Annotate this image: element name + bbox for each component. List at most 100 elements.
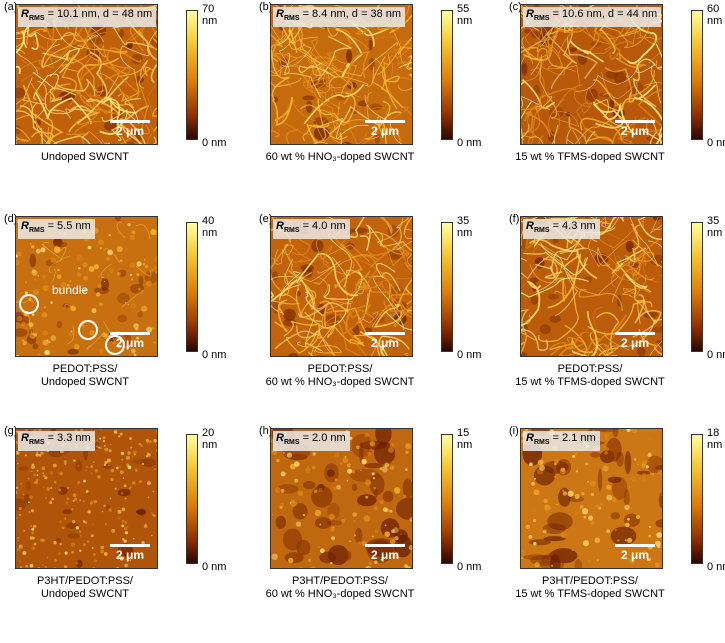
scale-bar: 2 μm [110, 120, 150, 138]
panel-label: (e) [259, 213, 273, 225]
panel-h: (h) RRMS = 2.0 nm 2 μm 15 nm 0 nm P3HT/P… [255, 424, 487, 636]
scale-bar-label: 2 μm [115, 124, 145, 138]
roughness-label: RRMS = 2.0 nm [273, 431, 350, 452]
color-scale-min: 0 nm [457, 137, 482, 149]
afm-image: RRMS = 3.3 nm 2 μm [15, 428, 158, 569]
scale-bar: 2 μm [365, 332, 405, 350]
rrms-value: = 2.1 nm [552, 432, 596, 444]
panel-label: (h) [259, 425, 273, 437]
roughness-label: RRMS = 4.0 nm [273, 219, 350, 240]
color-scale-max: 20 nm [202, 427, 218, 451]
panel-label: (b) [259, 1, 273, 13]
rrms-value: = 2.0 nm [302, 432, 346, 444]
roughness-label: RRMS = 2.1 nm [523, 431, 600, 452]
afm-image: RRMS = 10.1 nm, d = 48 nm 2 μm [15, 4, 158, 145]
panel-label: (c) [509, 1, 522, 13]
color-scale-min: 0 nm [707, 561, 725, 573]
afm-texture [271, 217, 412, 356]
scale-bar-label: 2 μm [115, 548, 145, 562]
color-scale-bar [441, 10, 453, 140]
diameter-value: , d = 38 nm [345, 8, 402, 20]
roughness-label: RRMS = 4.3 nm [523, 219, 600, 240]
diameter-value: , d = 48 nm [96, 8, 153, 20]
afm-image: RRMS = 8.4 nm, d = 38 nm 2 μm [270, 4, 413, 145]
color-scale-min: 0 nm [202, 561, 227, 573]
scale-bar-label: 2 μm [370, 124, 400, 138]
scale-bar-label: 2 μm [620, 548, 650, 562]
panel-f: (f) RRMS = 4.3 nm 2 μm 35 nm 0 nm PEDOT:… [505, 212, 725, 424]
color-scale-max: 55 nm [457, 3, 473, 27]
color-scale-min: 0 nm [457, 349, 482, 361]
scale-bar: 2 μm [110, 544, 150, 562]
panel-caption: 15 wt % TFMS-doped SWCNT [515, 151, 665, 163]
panel-caption: P3HT/PEDOT:PSS/60 wt % HNO₃-doped SWCNT [265, 575, 415, 600]
color-scale-min: 0 nm [457, 561, 482, 573]
color-scale-max: 35 nm [707, 215, 723, 239]
scale-bar-label: 2 μm [370, 336, 400, 350]
roughness-label: RRMS = 8.4 nm, d = 38 nm [273, 7, 406, 28]
scale-bar: 2 μm [110, 332, 150, 350]
scale-bar-label: 2 μm [620, 124, 650, 138]
panel-caption: PEDOT:PSS/15 wt % TFMS-doped SWCNT [515, 363, 665, 388]
bundle-circle [105, 335, 125, 355]
color-scale-bar [186, 10, 198, 140]
color-scale-min: 0 nm [202, 349, 227, 361]
roughness-label: RRMS = 10.6 nm, d = 44 nm [523, 7, 662, 28]
panel-i: (i) RRMS = 2.1 nm 2 μm 18 nm 0 nm P3HT/P… [505, 424, 725, 636]
rrms-value: = 4.0 nm [302, 220, 346, 232]
color-scale-bar [691, 10, 703, 140]
panel-label: (f) [509, 213, 520, 225]
rrms-value: = 8.4 nm [302, 8, 346, 20]
rrms-value: = 3.3 nm [47, 432, 91, 444]
color-scale-max: 15 nm [457, 427, 473, 451]
scale-bar: 2 μm [365, 544, 405, 562]
afm-texture [271, 429, 412, 568]
color-scale-bar [441, 434, 453, 564]
scale-bar-label: 2 μm [370, 548, 400, 562]
afm-image: RRMS = 2.1 nm 2 μm [520, 428, 663, 569]
scale-bar: 2 μm [615, 544, 655, 562]
color-scale-min: 0 nm [202, 137, 227, 149]
color-scale-bar [186, 434, 198, 564]
panel-label: (i) [509, 425, 519, 437]
color-scale-bar [691, 222, 703, 352]
panel-label: (d) [4, 213, 18, 225]
diameter-value: , d = 44 nm [601, 8, 658, 20]
rrms-value: = 4.3 nm [552, 220, 596, 232]
color-scale-max: 35 nm [457, 215, 473, 239]
afm-image: RRMS = 5.5 nm bundle 2 μm [15, 216, 158, 357]
panel-caption: 60 wt % HNO₃-doped SWCNT [265, 151, 415, 163]
panel-caption: PEDOT:PSS/60 wt % HNO₃-doped SWCNT [265, 363, 415, 388]
panel-label: (a) [4, 1, 18, 13]
panel-caption: P3HT/PEDOT:PSS/15 wt % TFMS-doped SWCNT [515, 575, 665, 600]
panel-caption: PEDOT:PSS/Undoped SWCNT [40, 363, 130, 388]
panel-b: (b) RRMS = 8.4 nm, d = 38 nm 2 μm 55 nm … [255, 0, 487, 212]
bundle-circle [78, 320, 98, 340]
afm-image: RRMS = 10.6 nm, d = 44 nm 2 μm [520, 4, 663, 145]
color-scale-max: 40 nm [202, 215, 218, 239]
panel-c: (c) RRMS = 10.6 nm, d = 44 nm 2 μm 60 nm… [505, 0, 725, 212]
color-scale-min: 0 nm [707, 137, 725, 149]
color-scale-max: 60 nm [707, 3, 723, 27]
afm-image: RRMS = 2.0 nm 2 μm [270, 428, 413, 569]
afm-texture [16, 429, 157, 568]
rrms-value: = 10.1 nm [47, 8, 97, 20]
panel-caption: Undoped SWCNT [40, 151, 130, 163]
scale-bar: 2 μm [615, 332, 655, 350]
panel-label: (g) [4, 425, 18, 437]
scale-bar-label: 2 μm [115, 336, 145, 350]
roughness-label: RRMS = 10.1 nm, d = 48 nm [18, 7, 157, 28]
scale-bar: 2 μm [615, 120, 655, 138]
bundle-annotation: bundle [52, 283, 89, 297]
afm-image: RRMS = 4.3 nm 2 μm [520, 216, 663, 357]
color-scale-max: 70 nm [202, 3, 218, 27]
color-scale-bar [441, 222, 453, 352]
roughness-label: RRMS = 5.5 nm [18, 219, 95, 240]
afm-image: RRMS = 4.0 nm 2 μm [270, 216, 413, 357]
panel-e: (e) RRMS = 4.0 nm 2 μm 35 nm 0 nm PEDOT:… [255, 212, 487, 424]
color-scale-bar [691, 434, 703, 564]
color-scale-max: 18 nm [707, 427, 723, 451]
color-scale-bar [186, 222, 198, 352]
scale-bar-label: 2 μm [620, 336, 650, 350]
rrms-value: = 5.5 nm [47, 220, 91, 232]
